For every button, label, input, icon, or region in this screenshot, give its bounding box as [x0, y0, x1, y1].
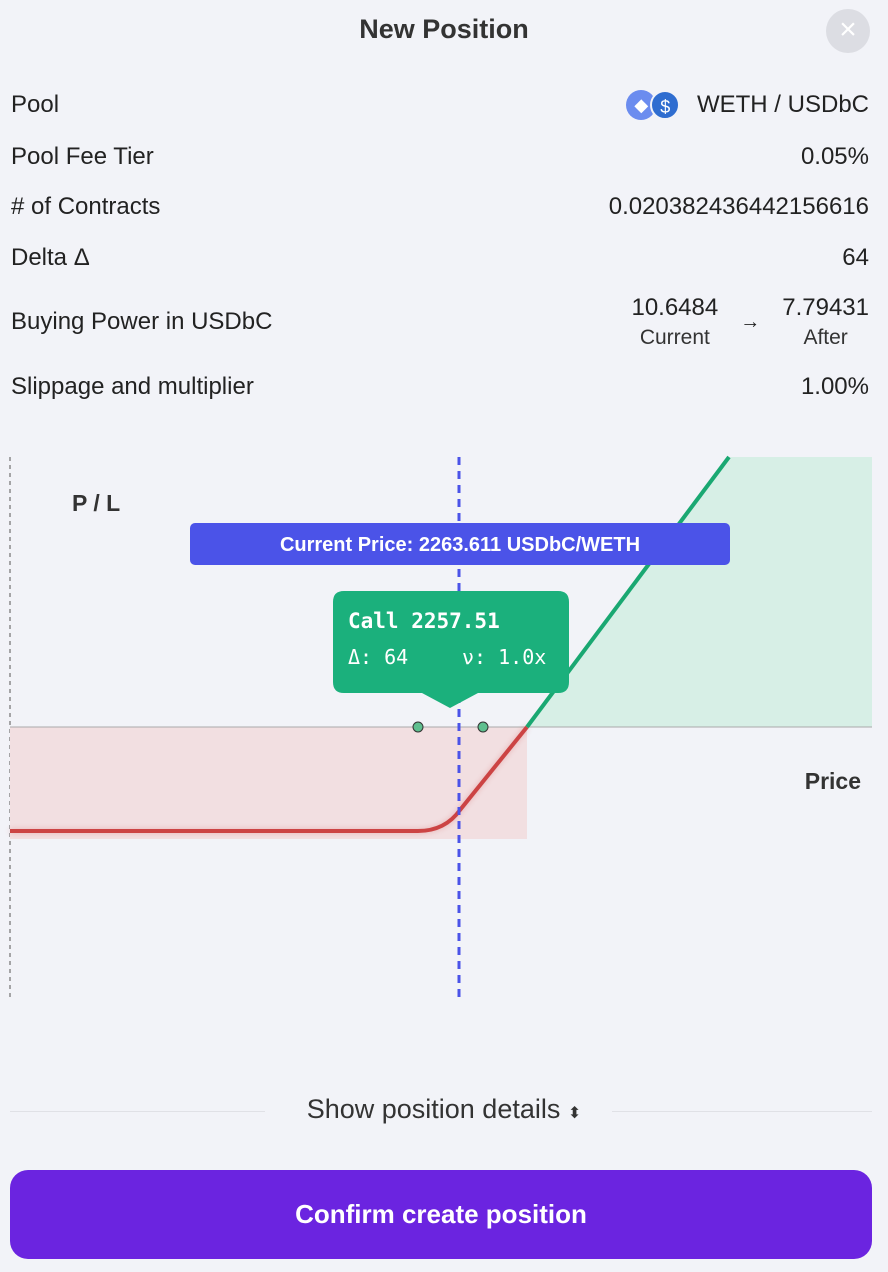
close-icon[interactable]: ×: [826, 9, 870, 53]
tooltip-multiplier: ν: 1.0x: [462, 645, 546, 669]
range-handle-right[interactable]: [477, 721, 489, 733]
contracts-value: 0.020382436442156616: [608, 193, 869, 220]
loss-area: [10, 727, 527, 839]
buying-power-row: Buying Power in USDbC 10.6484 Current → 7…: [11, 294, 869, 350]
divider-left: [10, 1111, 265, 1112]
fee-label: Pool Fee Tier: [11, 143, 154, 170]
divider-right: [612, 1111, 872, 1112]
buying-power-label: Buying Power in USDbC: [11, 308, 273, 335]
slippage-label: Slippage and multiplier: [11, 373, 254, 400]
page-title: New Position: [359, 14, 529, 44]
tooltip-delta: Δ: 64: [348, 645, 408, 669]
bp-after-label: After: [803, 326, 848, 349]
bp-after: 7.79431: [782, 294, 869, 321]
contracts-row: # of Contracts 0.020382436442156616: [11, 193, 869, 221]
strike-tooltip: [333, 591, 569, 708]
bp-current: 10.6484: [631, 294, 719, 321]
tooltip-title: Call 2257.51: [348, 609, 500, 633]
delta-label: Delta Δ: [11, 244, 90, 271]
sort-icon: ⬍: [567, 1105, 582, 1122]
contracts-label: # of Contracts: [11, 193, 161, 220]
current-price-text: Current Price: 2263.611 USDbC/WETH: [280, 534, 640, 556]
confirm-button[interactable]: Confirm create position: [10, 1170, 872, 1259]
usdc-icon: $: [650, 90, 681, 120]
y-axis-label: P / L: [72, 490, 120, 516]
pool-row: Pool ◆ $ WETH / USDbC: [11, 90, 869, 120]
fee-row: Pool Fee Tier 0.05%: [11, 143, 869, 171]
show-details-label: Show position details: [306, 1094, 561, 1124]
delta-row: Delta Δ 64: [11, 244, 869, 272]
profit-area: [527, 457, 872, 727]
bp-current-label: Current: [639, 326, 710, 349]
pool-label: Pool: [11, 91, 60, 118]
show-details-toggle[interactable]: Show position details ⬍: [0, 1094, 888, 1125]
pool-value: WETH / USDbC: [696, 91, 869, 118]
x-axis-label: Price: [805, 768, 861, 794]
arrow-right-icon: →: [740, 310, 761, 333]
delta-value: 64: [842, 244, 869, 271]
fee-value: 0.05%: [800, 143, 869, 170]
range-handle-left[interactable]: [412, 721, 424, 733]
slippage-value: 1.00%: [800, 373, 869, 400]
slippage-row: Slippage and multiplier 1.00%: [11, 373, 869, 401]
current-price-badge: [190, 523, 730, 565]
pl-chart: P / L Price Current Price: 2263.611 USDb…: [9, 455, 872, 997]
